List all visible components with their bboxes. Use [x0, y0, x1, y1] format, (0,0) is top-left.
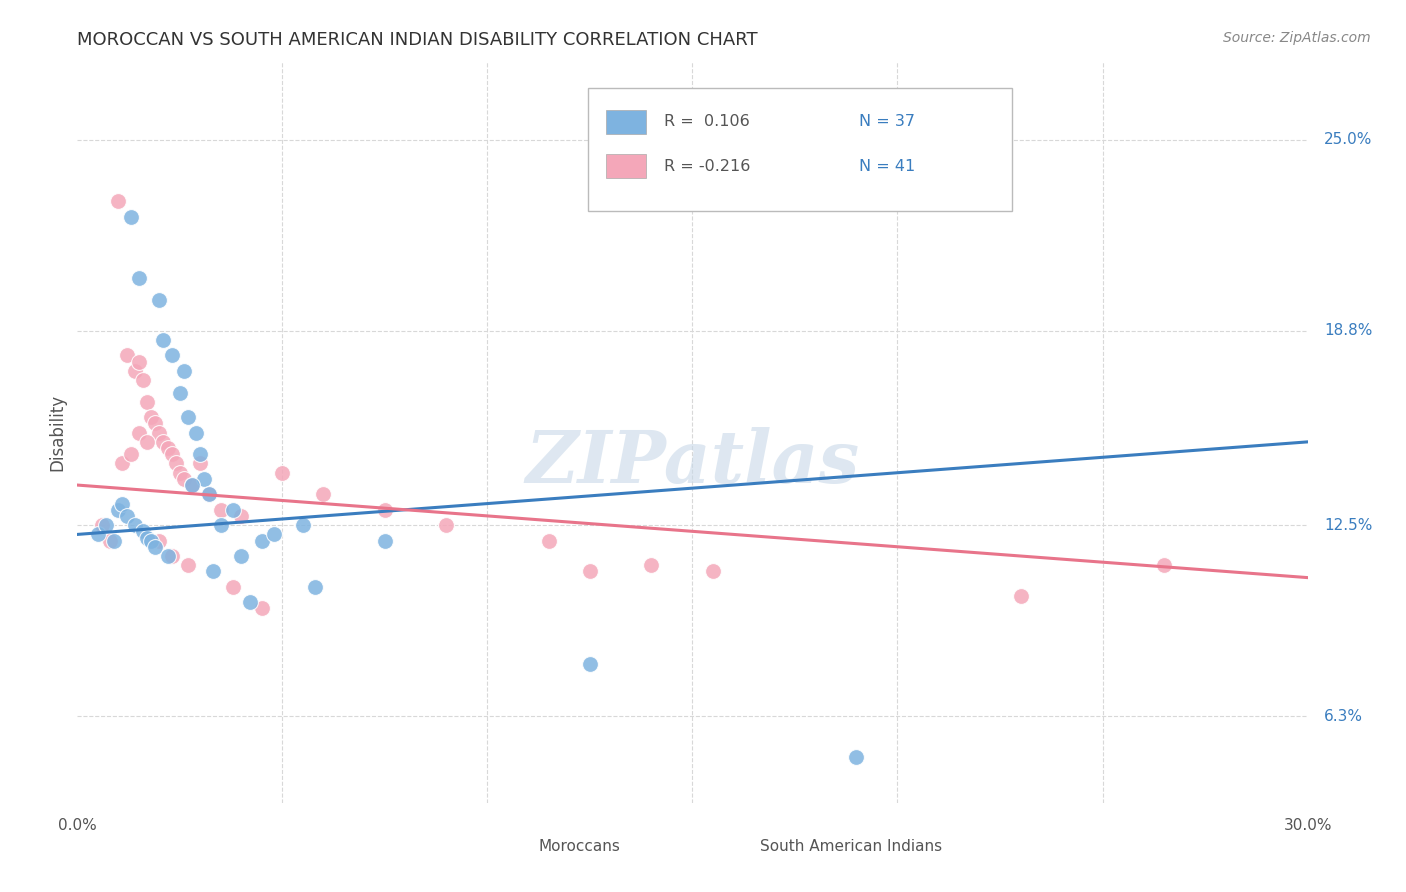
Point — [111, 497, 134, 511]
Point — [197, 487, 219, 501]
Point — [181, 478, 204, 492]
Point — [177, 558, 200, 573]
Point — [120, 210, 142, 224]
Point — [94, 518, 117, 533]
Point — [160, 447, 183, 461]
Point — [374, 533, 396, 548]
Point — [579, 565, 602, 579]
Point — [156, 549, 179, 563]
Point — [111, 457, 134, 471]
Point — [128, 425, 150, 440]
Text: Moroccans: Moroccans — [538, 839, 620, 854]
Point — [128, 271, 150, 285]
Point — [186, 425, 208, 440]
Point — [188, 447, 212, 461]
FancyBboxPatch shape — [606, 154, 645, 178]
Point — [148, 293, 170, 307]
Point — [165, 457, 187, 471]
Point — [128, 354, 150, 368]
Point — [87, 527, 110, 541]
Point — [845, 749, 868, 764]
Point — [132, 373, 155, 387]
Text: 0.0%: 0.0% — [58, 818, 97, 833]
Point — [177, 410, 200, 425]
Point — [152, 434, 174, 449]
Text: Source: ZipAtlas.com: Source: ZipAtlas.com — [1223, 31, 1371, 45]
Point — [436, 518, 458, 533]
Point — [188, 457, 212, 471]
Point — [136, 531, 159, 545]
Point — [197, 487, 219, 501]
Point — [115, 508, 138, 523]
Point — [160, 549, 183, 563]
Point — [120, 447, 142, 461]
Point — [271, 466, 294, 480]
Text: ZIPatlas: ZIPatlas — [526, 426, 859, 498]
Point — [169, 466, 191, 480]
Point — [169, 385, 191, 400]
Point — [115, 349, 138, 363]
FancyBboxPatch shape — [484, 836, 530, 857]
Text: MOROCCAN VS SOUTH AMERICAN INDIAN DISABILITY CORRELATION CHART: MOROCCAN VS SOUTH AMERICAN INDIAN DISABI… — [77, 31, 758, 49]
Point — [136, 394, 159, 409]
Point — [222, 580, 245, 594]
Point — [156, 441, 179, 455]
Point — [181, 478, 204, 492]
Text: N = 41: N = 41 — [859, 159, 915, 174]
Point — [304, 580, 326, 594]
Point — [90, 518, 114, 533]
Text: 30.0%: 30.0% — [1284, 818, 1331, 833]
Point — [1153, 558, 1175, 573]
Point — [132, 524, 155, 539]
Point — [239, 595, 262, 609]
Point — [148, 425, 170, 440]
Point — [263, 527, 285, 541]
Point — [143, 540, 166, 554]
Point — [143, 417, 166, 431]
Point — [173, 472, 195, 486]
Point — [312, 487, 335, 501]
Point — [209, 518, 232, 533]
Text: 6.3%: 6.3% — [1324, 709, 1362, 724]
Point — [103, 533, 125, 548]
Point — [222, 502, 245, 516]
Point — [148, 533, 170, 548]
Point — [291, 518, 314, 533]
Point — [173, 364, 195, 378]
Point — [152, 333, 174, 347]
Point — [1010, 589, 1032, 603]
FancyBboxPatch shape — [588, 88, 1012, 211]
Text: South American Indians: South American Indians — [761, 839, 942, 854]
Point — [160, 349, 183, 363]
Point — [98, 533, 121, 548]
Point — [640, 558, 662, 573]
Point — [374, 502, 396, 516]
Point — [136, 434, 159, 449]
Text: N = 37: N = 37 — [859, 114, 914, 129]
Point — [537, 533, 560, 548]
Point — [193, 472, 215, 486]
Point — [201, 565, 224, 579]
Point — [124, 518, 146, 533]
Point — [231, 549, 253, 563]
Point — [107, 194, 129, 209]
Text: 12.5%: 12.5% — [1324, 517, 1372, 533]
Point — [250, 533, 273, 548]
Point — [702, 565, 724, 579]
Point — [250, 601, 273, 615]
Point — [141, 533, 163, 548]
Text: 25.0%: 25.0% — [1324, 132, 1372, 147]
Text: R = -0.216: R = -0.216 — [664, 159, 751, 174]
Point — [231, 508, 253, 523]
Point — [124, 364, 146, 378]
Point — [141, 410, 163, 425]
Text: 18.8%: 18.8% — [1324, 323, 1372, 338]
Point — [107, 502, 129, 516]
FancyBboxPatch shape — [606, 110, 645, 134]
Point — [579, 657, 602, 671]
FancyBboxPatch shape — [704, 836, 752, 857]
Text: R =  0.106: R = 0.106 — [664, 114, 749, 129]
Y-axis label: Disability: Disability — [48, 394, 66, 471]
Point — [209, 502, 232, 516]
